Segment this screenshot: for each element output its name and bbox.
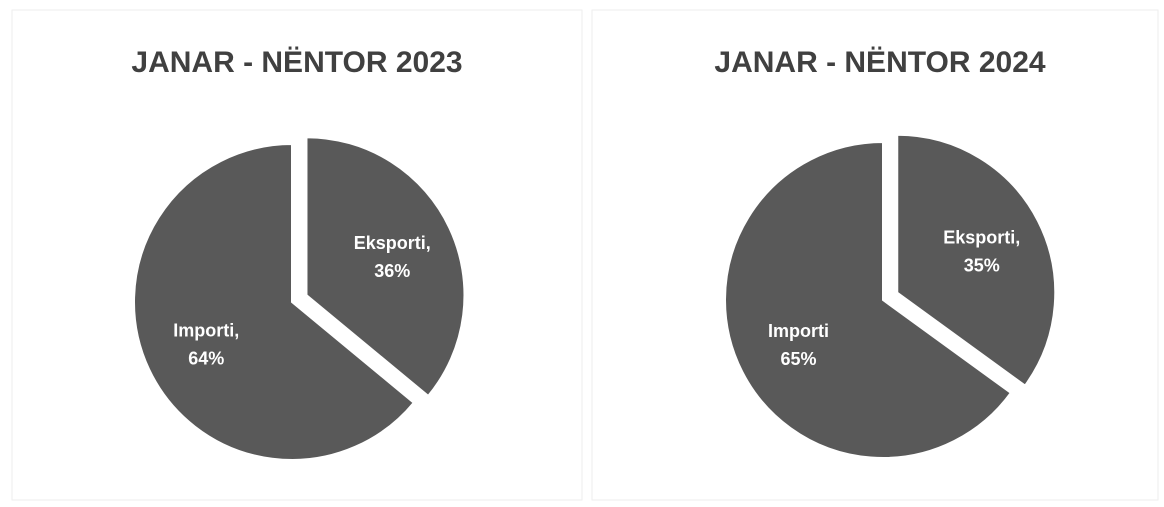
slice-label: Eksporti, <box>354 233 431 253</box>
slice-value: 64% <box>188 348 224 368</box>
chart-title: JANAR - NËNTOR 2023 <box>131 46 462 79</box>
pie-slice <box>724 140 1013 459</box>
pie-slice <box>896 133 1057 388</box>
slice-label: Importi <box>768 321 829 341</box>
slice-value: 36% <box>374 261 410 281</box>
slice-label: Eksporti, <box>943 228 1020 248</box>
slice-value: 65% <box>781 349 817 369</box>
slice-label: Importi, <box>173 320 239 340</box>
pie-slice <box>305 136 466 398</box>
slice-value: 35% <box>964 256 1000 276</box>
chart-title: JANAR - NËNTOR 2024 <box>714 46 1046 79</box>
pie-slice <box>133 142 416 461</box>
